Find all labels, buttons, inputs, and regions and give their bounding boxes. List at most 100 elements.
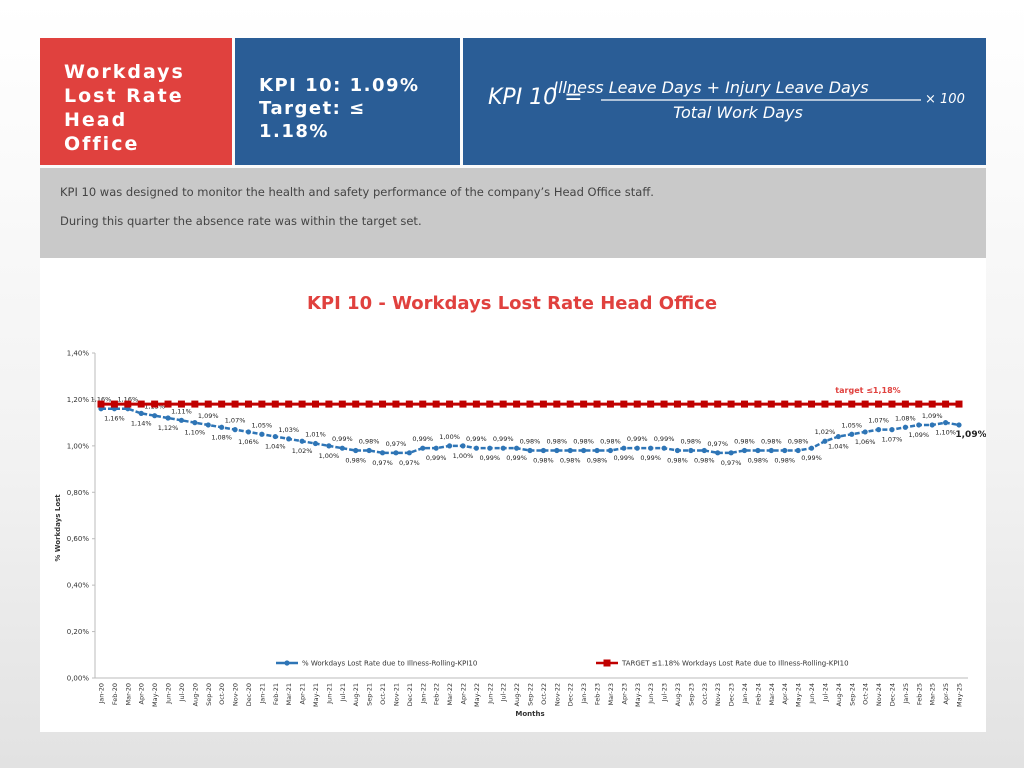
data-point <box>768 447 774 454</box>
data-label: 1,01% <box>305 431 326 439</box>
formula-numerator: Illness Leave Days + Injury Leave Days <box>553 78 868 97</box>
x-tick-label: Apr-22 <box>459 683 467 704</box>
data-point <box>473 445 479 451</box>
data-point <box>192 420 198 426</box>
x-tick-label: Dec-21 <box>406 683 414 706</box>
x-tick-label: Mar-22 <box>446 683 454 705</box>
data-label: 1,09% <box>908 431 929 439</box>
data-point <box>929 422 935 428</box>
data-point <box>916 422 922 428</box>
data-label: 0,99% <box>640 454 661 462</box>
x-tick-label: Sep-22 <box>527 683 535 706</box>
data-point <box>889 427 895 433</box>
data-label: 0,98% <box>520 438 541 446</box>
data-label: 1,05% <box>841 421 862 429</box>
data-point <box>661 445 667 451</box>
data-label: 1,05% <box>252 421 273 429</box>
data-label: 0,99% <box>332 435 353 443</box>
data-point <box>177 400 185 408</box>
data-point <box>728 450 734 456</box>
y-tick-label: 1,20% <box>67 396 90 404</box>
data-label: 0,99% <box>614 454 635 462</box>
data-label: 0,99% <box>506 454 527 462</box>
x-tick-label: Apr-25 <box>942 683 950 704</box>
x-tick-label: Feb-20 <box>111 683 119 705</box>
data-point <box>406 450 412 456</box>
data-point <box>861 400 869 408</box>
x-tick-label: Nov-24 <box>875 683 883 706</box>
data-label: 0,99% <box>493 435 514 443</box>
x-tick-label: Apr-20 <box>138 683 146 704</box>
data-point <box>432 400 440 408</box>
data-point <box>660 400 668 408</box>
data-point <box>325 400 333 408</box>
formula-denominator: Total Work Days <box>673 103 803 122</box>
data-point <box>366 447 372 454</box>
data-point <box>956 422 962 428</box>
data-label: 0,99% <box>654 435 675 443</box>
data-point <box>741 447 748 454</box>
x-tick-label: Mar-21 <box>285 683 293 705</box>
x-tick-label: Dec-22 <box>567 683 575 706</box>
data-point <box>767 400 775 408</box>
data-label: 1,11% <box>171 407 192 415</box>
x-tick-label: Jan-22 <box>419 683 427 705</box>
data-label: 0,98% <box>587 457 608 465</box>
data-point <box>312 440 319 447</box>
data-point <box>513 400 521 408</box>
data-label: 1,07% <box>868 417 889 425</box>
data-label: 0,98% <box>748 457 769 465</box>
data-label: 1,09% <box>955 430 986 440</box>
data-point <box>218 400 226 408</box>
formula-lhs: KPI 10 = <box>488 85 583 110</box>
data-label: 1,16% <box>91 396 112 404</box>
x-tick-label: Feb-21 <box>272 683 280 705</box>
x-tick-label: May-21 <box>312 683 320 707</box>
data-point <box>633 400 641 408</box>
data-point <box>405 400 413 408</box>
data-point <box>460 443 466 449</box>
x-tick-label: Mar-20 <box>124 683 132 705</box>
data-label: 1,10% <box>185 429 206 437</box>
data-point <box>647 400 655 408</box>
data-point <box>339 445 345 451</box>
data-label: 1,06% <box>855 438 876 446</box>
data-point <box>902 424 908 430</box>
formula-panel: KPI 10 = Illness Leave Days + Injury Lea… <box>431 38 986 165</box>
data-point <box>420 445 426 451</box>
y-axis-label: % Workdays Lost <box>54 494 62 562</box>
data-label: 0,98% <box>560 457 581 465</box>
data-point <box>834 400 842 408</box>
data-label: 0,98% <box>774 457 795 465</box>
data-label: 1,07% <box>882 436 903 444</box>
data-label: 1,04% <box>828 443 849 451</box>
data-point <box>553 400 561 408</box>
description-text: KPI 10 was designed to monitor the healt… <box>60 185 654 199</box>
data-point <box>245 429 252 435</box>
x-tick-label: Jul-24 <box>821 683 829 702</box>
data-label: 1,16% <box>104 415 125 423</box>
x-tick-label: Feb-25 <box>915 683 923 705</box>
legend-label: TARGET ≤1.18% Workdays Lost Rate due to … <box>621 660 849 668</box>
x-tick-label: Aug-24 <box>835 683 843 706</box>
x-tick-label: Jan-23 <box>580 683 588 705</box>
data-point <box>365 400 373 408</box>
data-point <box>755 447 761 454</box>
x-tick-label: Sep-20 <box>205 683 213 706</box>
data-point <box>848 400 856 408</box>
data-label: 0,99% <box>479 454 500 462</box>
data-point <box>580 400 588 408</box>
data-point <box>875 427 882 433</box>
data-point <box>554 447 560 454</box>
data-point <box>244 400 252 408</box>
y-tick-label: 0,40% <box>67 582 90 590</box>
data-point <box>700 400 708 408</box>
data-point <box>888 400 896 408</box>
data-point <box>808 445 815 451</box>
x-tick-label: Dec-24 <box>888 683 896 706</box>
x-tick-label: Oct-21 <box>379 683 387 705</box>
chart-title: KPI 10 - Workdays Lost Rate Head Office <box>307 293 717 314</box>
data-label: 1,08% <box>211 433 232 441</box>
data-point <box>607 447 614 454</box>
x-tick-label: Jun-21 <box>325 683 333 705</box>
